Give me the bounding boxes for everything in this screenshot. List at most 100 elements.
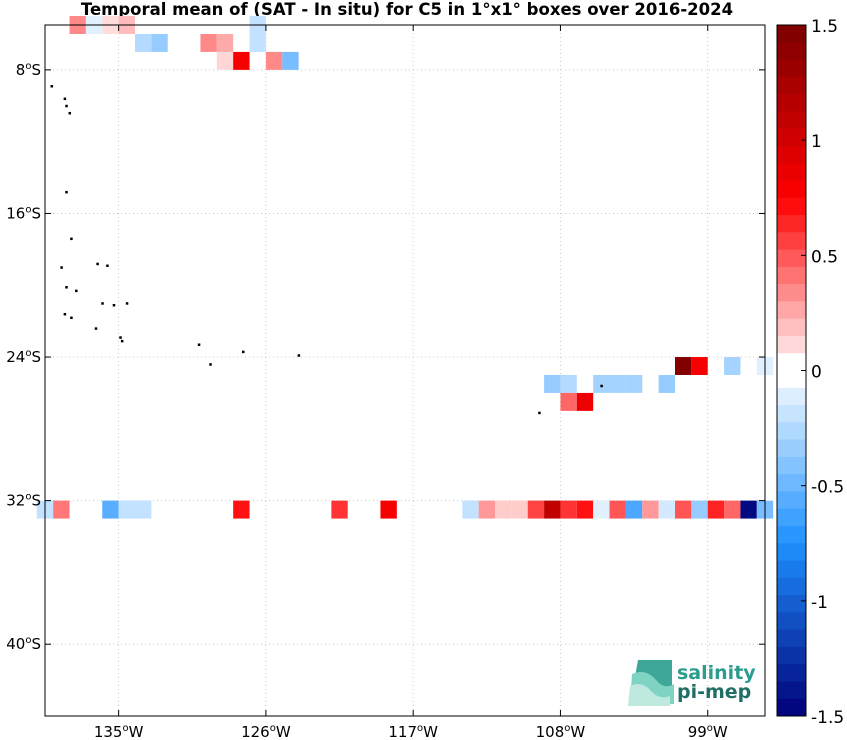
colorbar-bin	[777, 595, 806, 613]
heatmap-cell	[216, 33, 234, 52]
colorbar-bin	[777, 525, 806, 544]
y-tick-label: 8oS	[16, 61, 41, 79]
wave-icon	[628, 660, 674, 706]
island-dot	[60, 266, 63, 269]
colorbar-bin	[777, 664, 806, 682]
colorbar-bin	[777, 629, 806, 648]
island-dot	[101, 302, 104, 305]
heatmap-cell	[380, 500, 397, 519]
island-dot	[65, 286, 68, 289]
x-tick-label: 135oW	[94, 723, 144, 740]
colorbar-bin	[777, 284, 806, 302]
colorbar-bin	[777, 111, 806, 130]
colorbar-tick-label: -1	[811, 593, 828, 613]
colorbar-bin	[777, 128, 806, 147]
colorbar-bin	[777, 266, 806, 285]
heatmap-cell	[200, 33, 217, 52]
heatmap-cell	[53, 500, 70, 519]
colorbar-bin	[777, 145, 806, 164]
heatmap-cell	[265, 51, 283, 70]
island-dot	[75, 289, 78, 293]
colorbar-tick-label: 0	[811, 363, 822, 383]
colorbar: 1.5 1 0.5 0 -0.5 -1 -1.5	[776, 17, 844, 728]
island-dot	[120, 339, 124, 343]
heatmap-cell	[675, 500, 692, 519]
colorbar-bin	[777, 163, 806, 181]
heatmap-cell	[544, 374, 561, 393]
colorbar-bin	[777, 698, 806, 717]
heatmap-cell	[691, 500, 708, 519]
heatmap-cell	[707, 500, 725, 519]
heatmap-cell	[151, 33, 168, 52]
heatmap-cell	[102, 500, 119, 519]
heatmap-cell	[560, 374, 577, 393]
heatmap-cell	[724, 500, 741, 519]
heatmap-cell	[625, 374, 643, 393]
island-dot	[65, 190, 68, 194]
y-tick-label: 16oS	[6, 204, 41, 222]
heatmap-cell	[511, 500, 528, 519]
heatmap-cell	[658, 374, 675, 393]
island-dot	[50, 85, 54, 88]
heatmap-cell	[478, 500, 495, 519]
island-dot	[209, 363, 212, 366]
island-dot	[106, 264, 109, 268]
heatmap-cell	[691, 357, 708, 375]
colorbar-ticks: 1.5 1 0.5 0 -0.5 -1 -1.5	[801, 17, 844, 728]
colorbar-tick-label: 1	[811, 132, 822, 152]
logo-line-2: pi-mep	[677, 681, 751, 703]
x-axis-ticks: 135oW 126oW 117oW 108oW 99oW	[94, 25, 728, 740]
heatmap-cell	[675, 357, 692, 375]
island-dot	[65, 104, 68, 108]
map-background	[45, 25, 765, 716]
colorbar-bin	[777, 422, 806, 441]
colorbar-bin	[777, 25, 806, 43]
colorbar-bin	[777, 612, 806, 631]
island-markers	[50, 85, 603, 415]
colorbar-bin	[777, 215, 806, 233]
heatmap-cell	[282, 51, 299, 70]
island-dot	[94, 327, 98, 330]
heatmap-cell	[625, 500, 643, 519]
colorbar-bin	[777, 42, 806, 61]
island-dot	[112, 303, 116, 307]
colorbar-bin	[777, 560, 806, 579]
colorbar-bin	[777, 370, 806, 389]
heatmap-cell	[118, 500, 135, 519]
colorbar-bin	[777, 353, 806, 371]
colorbar-bin	[777, 301, 806, 320]
heatmap-cell	[462, 500, 479, 519]
y-tick-label: 32oS	[6, 492, 41, 510]
heatmap-cell	[233, 500, 250, 519]
heatmap-cell	[135, 33, 152, 52]
island-dot	[63, 97, 67, 101]
colorbar-bin	[777, 249, 806, 268]
colorbar-bin	[777, 197, 806, 216]
map-plot-area: 135oW 126oW 117oW 108oW 99oW 8oS 16oS 24oS 32oS…	[6, 16, 774, 740]
island-dot	[119, 336, 122, 339]
x-tick-label: 108oW	[536, 723, 586, 740]
colorbar-bin	[777, 76, 806, 95]
colorbar-bin	[777, 474, 806, 492]
colorbar-bin	[777, 405, 806, 423]
heatmap-cell	[331, 500, 348, 519]
heatmap-cell	[658, 500, 675, 519]
x-tick-label: 117oW	[388, 723, 438, 740]
colorbar-bin	[777, 335, 806, 354]
logo-line-1: salinity	[677, 662, 756, 684]
heatmap-cell	[576, 500, 594, 519]
colorbar-bin	[777, 94, 806, 112]
heatmap-cell	[544, 500, 561, 519]
colorbar-bins	[777, 25, 806, 717]
island-dot	[197, 343, 201, 346]
island-dot	[297, 354, 301, 357]
salinity-pi-mep-logo: salinity pi-mep	[628, 660, 756, 706]
island-dot	[125, 302, 129, 305]
heatmap-cell	[560, 500, 577, 519]
y-tick-label: 24oS	[6, 348, 41, 366]
colorbar-bin	[777, 508, 806, 527]
island-dot	[68, 111, 72, 115]
heatmap-cell	[724, 357, 741, 375]
colorbar-tick-label: -1.5	[811, 708, 844, 728]
island-dot	[63, 312, 67, 316]
